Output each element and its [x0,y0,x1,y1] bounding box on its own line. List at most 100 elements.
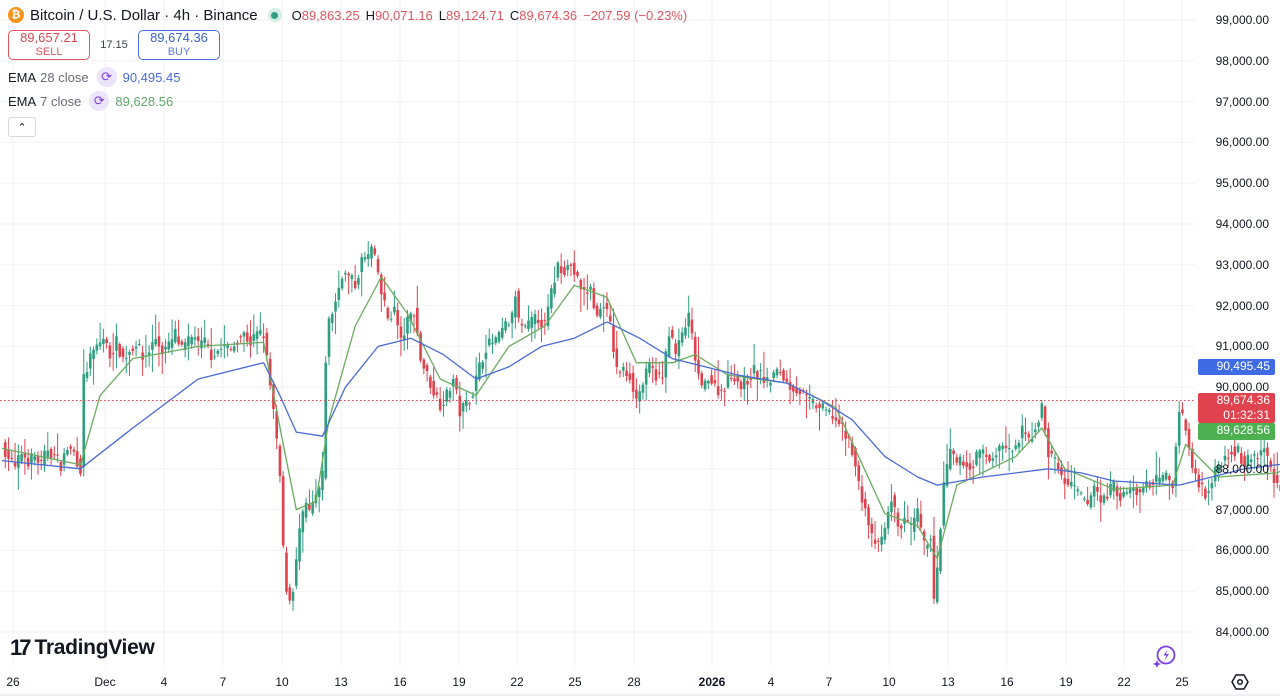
chart-settings-button[interactable] [1230,672,1250,692]
candle-body [540,319,543,328]
candle-body [543,320,547,322]
time-axis-label: 28 [627,675,641,689]
bar-countdown: 01:32:31 [1223,408,1270,422]
candle-body [393,306,396,313]
candle-body [350,275,354,280]
candle-body [824,409,828,411]
candle-body [278,445,282,477]
price-axis-label: 88,000.00 [1215,461,1269,476]
candle-body [409,313,413,322]
candle-body [572,262,576,275]
candle-body [497,331,501,342]
candle-body [213,356,216,358]
candle-body [880,536,883,545]
candle-body [422,359,426,369]
candle-body [1266,447,1269,456]
candle-body [1034,429,1037,433]
candle-body [1079,492,1083,494]
indicator-ema7[interactable]: EMA 7 close ⟳ 89,628.56 [8,89,687,113]
candle-body [82,374,86,468]
candle-body [641,384,645,393]
candle-body [615,348,619,367]
candle-body [726,374,730,388]
candle-body [559,266,563,274]
price-axis-label: 94,000.00 [1215,217,1269,231]
candle-body [533,313,537,325]
candle-body [1092,485,1096,497]
candle-body [1184,419,1188,431]
candle-body [1089,495,1093,508]
candle-body [79,458,82,474]
candle-body [20,454,23,462]
tradingview-logo[interactable]: 17 TradingView [10,635,155,661]
tradingview-mark-icon: 17 [10,635,32,660]
candle-body [893,495,897,508]
candle-body [818,403,821,408]
candle-body [1063,477,1067,484]
candle-body [720,389,723,391]
refresh-icon[interactable]: ⟳ [89,91,110,111]
candle-body [288,587,292,601]
candle-body [971,466,975,468]
candle-body [926,545,929,549]
candle-body [899,525,903,529]
candle-body [92,349,95,360]
candle-body [111,353,115,355]
candle-body [556,262,560,278]
indicator-name: EMA [8,93,37,109]
candle-body [1253,454,1256,456]
candle-body [1155,475,1158,482]
refresh-icon[interactable]: ⟳ [96,67,117,87]
candle-body [245,332,249,342]
candle-body [66,450,69,455]
candle-body [906,519,910,522]
candle-body [268,358,272,386]
candle-body [308,504,311,510]
price-axis-label: 92,000.00 [1215,298,1269,313]
candle-body [484,352,488,359]
candle-body [383,292,386,301]
candle-body [939,529,942,571]
candle-body [1053,457,1057,459]
candle-body [909,523,913,525]
candle-body [206,344,210,346]
lightning-assistant-button[interactable] [1151,643,1179,671]
candle-body [814,405,818,409]
candle-body [455,378,458,390]
symbol-title[interactable]: Bitcoin / U.S. Dollar · 4h · Binance [30,6,258,24]
candle-body [1226,457,1230,459]
candle-body [1249,459,1253,462]
candle-body [1187,428,1191,448]
price-axis-label: 96,000.00 [1215,135,1269,150]
candle-body [209,349,213,361]
candle-body [952,450,955,455]
candle-body [259,330,262,335]
candle-body [7,449,10,459]
candle-body [984,454,988,457]
ohlc-high: H90,071.16 [365,7,433,23]
candle-body [1040,403,1044,418]
candle-body [592,288,596,309]
time-axis-label: 4 [160,675,168,689]
candle-body [1105,496,1109,499]
candle-body [102,338,105,344]
candle-body [546,306,550,326]
candle-body [478,362,481,380]
candle-body [340,278,344,289]
time-axis-label: 16 [1000,675,1014,689]
candle-body [1177,412,1181,446]
collapse-legend-button[interactable]: ⌃ [8,117,36,137]
candle-body [955,457,959,463]
time-axis-label: 4 [767,675,775,689]
candle-body [487,338,491,346]
sell-button[interactable]: 89,657.21 SELL [8,30,90,60]
time-axis-label: 25 [568,675,582,689]
indicator-ema28[interactable]: EMA 28 close ⟳ 90,495.45 [8,65,687,89]
buy-button[interactable]: 89,674.36 BUY [138,30,220,60]
candle-body [890,501,893,512]
candle-body [419,333,422,361]
ema28-line [1,321,1280,486]
axis-divider [0,694,1280,696]
candle-body [870,523,874,534]
